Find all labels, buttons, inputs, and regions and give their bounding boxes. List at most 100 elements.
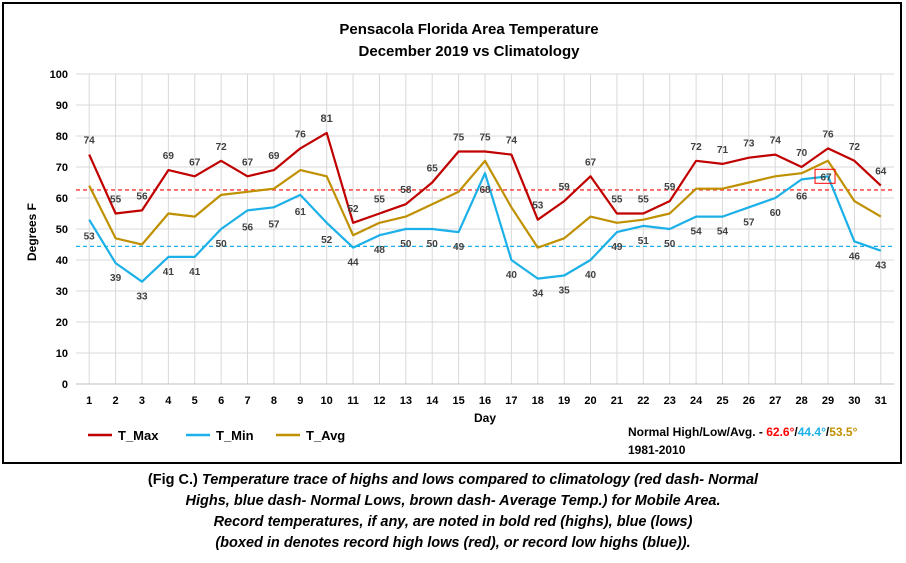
tmin-data-label-day-24: 54 bbox=[691, 227, 703, 238]
x-tick-label-11: 11 bbox=[347, 395, 359, 407]
normals-separator-1: / bbox=[794, 425, 798, 439]
x-tick-label-21: 21 bbox=[611, 395, 623, 407]
tmin-data-label-day-28: 66 bbox=[796, 191, 808, 202]
y-tick-label-50: 50 bbox=[56, 224, 68, 236]
caption-line-2: Highs, blue dash- Normal Lows, brown das… bbox=[185, 493, 721, 509]
tmax-data-label-day-21: 55 bbox=[611, 195, 623, 206]
x-tick-label-16: 16 bbox=[479, 395, 491, 407]
tmin-data-label-day-12: 48 bbox=[374, 245, 386, 256]
x-tick-label-31: 31 bbox=[875, 395, 887, 407]
x-tick-label-23: 23 bbox=[664, 395, 676, 407]
tmin-data-label-day-3: 33 bbox=[136, 292, 148, 303]
tmin-data-label-day-11: 44 bbox=[348, 258, 360, 269]
chart-frame: Pensacola Florida Area Temperature Decem… bbox=[2, 2, 902, 464]
x-tick-label-13: 13 bbox=[400, 395, 412, 407]
x-tick-label-12: 12 bbox=[373, 395, 385, 407]
tmax-data-label-day-11: 52 bbox=[348, 204, 360, 215]
normals-separator-2: / bbox=[826, 425, 830, 439]
x-tick-label-19: 19 bbox=[558, 395, 570, 407]
x-tick-label-28: 28 bbox=[796, 395, 808, 407]
data-labels: 74 55 56 69 67 72 67 69 76 81 52 55 58 65 75 75 74 53 59 67… bbox=[84, 113, 887, 303]
x-tick-label-2: 2 bbox=[113, 395, 119, 407]
reference-lines bbox=[76, 189, 894, 248]
tmax-data-label-day-4: 69 bbox=[163, 151, 175, 162]
tmin-data-label-day-25: 54 bbox=[717, 227, 729, 238]
tmin-data-label-day-31: 43 bbox=[875, 261, 887, 272]
tmax-data-label-day-23: 59 bbox=[664, 182, 676, 193]
x-tick-label-26: 26 bbox=[743, 395, 755, 407]
tmin-data-label-day-18: 34 bbox=[532, 289, 544, 300]
caption-lead: (Fig C.) bbox=[147, 472, 202, 488]
tmin-data-label-day-26: 57 bbox=[743, 217, 755, 228]
x-tick-label-8: 8 bbox=[271, 395, 277, 407]
x-tick-label-20: 20 bbox=[584, 395, 596, 407]
normals-text: Normal High/Low/Avg. - 62.6°/44.4°/53.5° bbox=[628, 425, 858, 439]
x-tick-label-14: 14 bbox=[426, 395, 439, 407]
tmax-data-label-day-18: 53 bbox=[532, 201, 544, 212]
tmax-data-label-day-9: 76 bbox=[295, 129, 307, 140]
tmin-data-label-day-23: 50 bbox=[664, 239, 676, 250]
x-tick-label-9: 9 bbox=[297, 395, 303, 407]
legend-label-t-max: T_Max bbox=[118, 428, 159, 443]
chart-title-line-1: Pensacola Florida Area Temperature bbox=[339, 21, 598, 38]
tmax-data-label-day-24: 72 bbox=[691, 142, 703, 153]
tmin-data-label-day-30: 46 bbox=[849, 251, 861, 262]
tmin-data-label-day-9: 61 bbox=[295, 207, 307, 218]
y-tick-label-90: 90 bbox=[56, 100, 68, 112]
x-tick-label-15: 15 bbox=[452, 395, 464, 407]
x-tick-label-24: 24 bbox=[690, 395, 703, 407]
y-tick-label-0: 0 bbox=[62, 379, 68, 391]
tmax-data-label-day-8: 69 bbox=[268, 151, 280, 162]
tmin-data-label-day-5: 41 bbox=[189, 267, 201, 278]
tmax-data-label-day-26: 73 bbox=[743, 139, 755, 150]
tmin-data-label-day-1: 53 bbox=[84, 232, 96, 243]
series-line-t-max bbox=[88, 131, 882, 224]
tmax-data-label-day-28: 70 bbox=[796, 148, 808, 159]
tmin-data-label-day-10: 52 bbox=[321, 235, 333, 246]
tmin-data-label-day-2: 39 bbox=[110, 273, 122, 284]
series-lines bbox=[88, 131, 882, 283]
x-tick-label-10: 10 bbox=[321, 395, 333, 407]
series-line-t-min bbox=[88, 172, 882, 283]
y-tick-label-40: 40 bbox=[56, 255, 68, 267]
tmax-data-label-day-31: 64 bbox=[875, 167, 887, 178]
y-tick-label-10: 10 bbox=[56, 348, 68, 360]
tmin-data-label-day-27: 60 bbox=[770, 208, 782, 219]
legend-label-t-min: T_Min bbox=[216, 428, 254, 443]
x-tick-label-5: 5 bbox=[192, 395, 198, 407]
x-tick-label-25: 25 bbox=[716, 395, 728, 407]
x-tick-label-7: 7 bbox=[244, 395, 250, 407]
record-box-day-29 bbox=[814, 168, 836, 184]
tmin-data-label-day-15: 49 bbox=[453, 242, 465, 253]
tmax-data-label-day-14: 65 bbox=[427, 164, 439, 175]
x-tick-label-30: 30 bbox=[848, 395, 860, 407]
tmax-data-label-day-6: 72 bbox=[216, 142, 228, 153]
x-axis-label: Day bbox=[474, 411, 496, 425]
tmin-data-label-day-20: 40 bbox=[585, 270, 597, 281]
y-tick-label-30: 30 bbox=[56, 286, 68, 298]
x-tick-label-18: 18 bbox=[532, 395, 544, 407]
tmin-data-label-day-14: 50 bbox=[427, 239, 439, 250]
y-axis-label: Degrees F bbox=[25, 203, 39, 261]
x-tick-label-17: 17 bbox=[505, 395, 517, 407]
tmax-data-label-day-1: 74 bbox=[84, 136, 96, 147]
normal-avg-value: 53.5° bbox=[829, 425, 857, 439]
y-tick-label-100: 100 bbox=[50, 69, 68, 81]
tmax-data-label-day-5: 67 bbox=[189, 157, 201, 168]
tmax-data-label-day-15: 75 bbox=[453, 133, 465, 144]
tmin-data-label-day-13: 50 bbox=[400, 239, 412, 250]
normal-low-value: 44.4° bbox=[798, 425, 826, 439]
tmin-data-label-day-7: 56 bbox=[242, 222, 254, 233]
tmin-data-label-day-6: 50 bbox=[216, 239, 228, 250]
tmax-data-label-day-12: 55 bbox=[374, 195, 386, 206]
tmax-data-label-day-29: 76 bbox=[822, 129, 834, 140]
gridlines bbox=[76, 73, 894, 385]
temperature-chart: Pensacola Florida Area Temperature Decem… bbox=[25, 21, 894, 457]
normals-period: 1981-2010 bbox=[628, 443, 686, 457]
tmax-data-label-day-2: 55 bbox=[110, 195, 122, 206]
x-tick-label-27: 27 bbox=[769, 395, 781, 407]
tmin-data-label-day-8: 57 bbox=[268, 219, 280, 230]
x-tick-label-6: 6 bbox=[218, 395, 224, 407]
y-tick-label-20: 20 bbox=[56, 317, 68, 329]
tmax-data-label-day-25: 71 bbox=[717, 145, 729, 156]
